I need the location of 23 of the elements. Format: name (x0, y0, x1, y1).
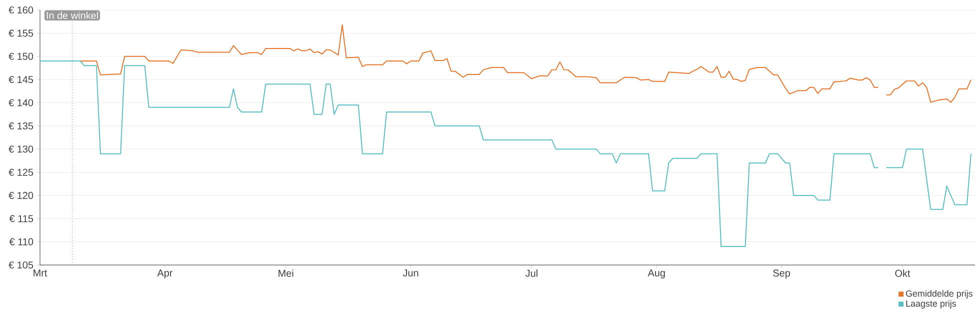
x-tick-label: Jul (525, 270, 538, 277)
x-tick-label: Apr (157, 270, 173, 278)
x-tick-label: Sep (773, 270, 790, 279)
y-tick-label: € 130 (8, 146, 34, 153)
x-tick-label: Aug (648, 270, 665, 278)
x-tick-label: Jun (402, 270, 418, 276)
ref-line-label: In de winkel (46, 12, 98, 20)
y-tick-label: € 110 (9, 238, 34, 246)
y-tick-label: € 155 (8, 30, 34, 37)
legend-label: Gemiddelde prijs (906, 290, 972, 298)
y-tick-label: € 120 (8, 192, 34, 199)
y-tick-label: € 140 (8, 99, 34, 106)
y-tick-label: € 135 (8, 122, 34, 130)
y-tick-label: € 145 (8, 76, 34, 84)
y-tick-label: € 105 (8, 261, 34, 269)
y-tick-label: € 115 (9, 215, 34, 222)
x-tick-label: Okt (895, 270, 910, 277)
x-tick-label: Mrt (34, 270, 48, 276)
y-tick-label: € 160 (8, 6, 34, 14)
legend-label: Laagste prijs (906, 300, 956, 308)
y-tick-label: € 150 (8, 52, 34, 60)
y-tick-label: € 125 (8, 168, 34, 176)
x-tick-label: Mei (278, 270, 294, 277)
